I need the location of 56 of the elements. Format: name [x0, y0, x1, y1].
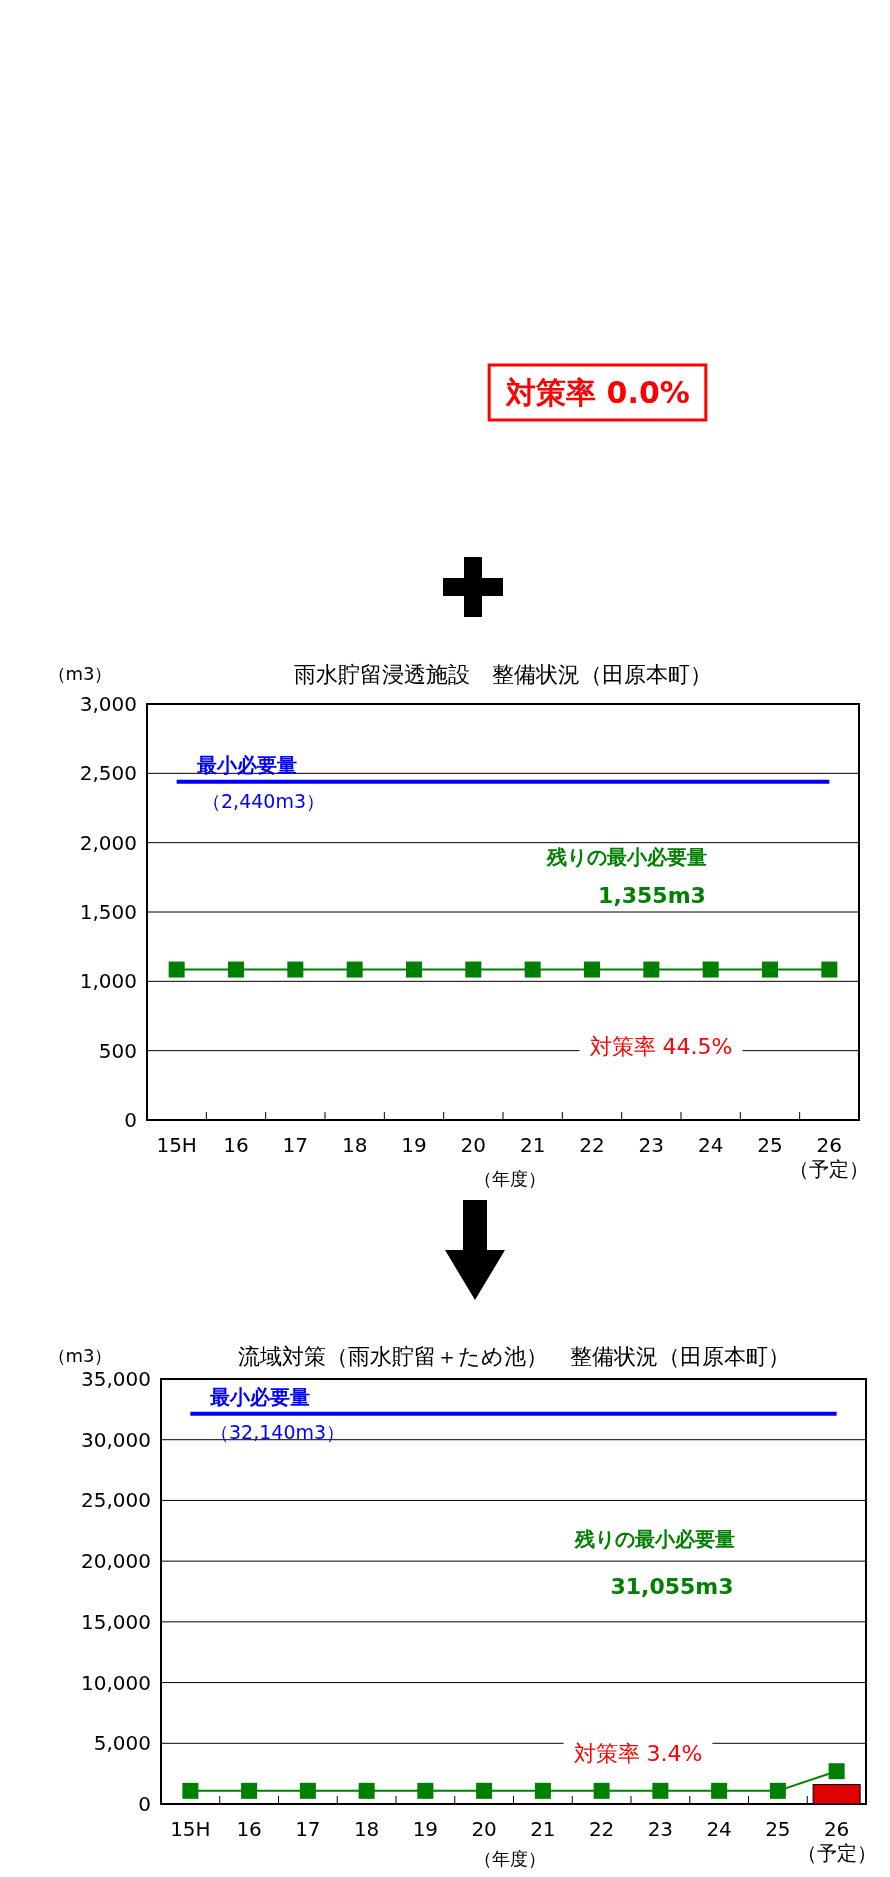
x-tick-label: 20 [460, 1133, 487, 1157]
x-tick-label: 20 [471, 1817, 497, 1841]
annotation: （2,440m3） [202, 790, 325, 812]
x-tick-label: 15H [156, 1133, 197, 1157]
y-tick-label: 1,000 [79, 969, 137, 994]
y-tick-label: 2,500 [79, 761, 137, 786]
y-tick-label: 0 [138, 1792, 151, 1816]
text: 対策率 0.0% [505, 375, 690, 410]
y-tick-label: 3,000 [79, 692, 137, 716]
x-tick-label: 18 [341, 1133, 368, 1157]
x-tick-label: 26 （予定） [796, 1817, 877, 1865]
x-tick-label: 16 [236, 1817, 262, 1841]
annotation: 対策率 3.4% [573, 1741, 703, 1766]
x-tick-label: 23 [647, 1817, 674, 1841]
y-tick-label: 30,000 [81, 1427, 151, 1452]
x-tick-label: 18 [353, 1817, 380, 1841]
y-axis-title: （m3） [47, 1345, 113, 1366]
y-tick-label: 15,000 [81, 1609, 151, 1634]
x-tick-label: 21 [530, 1817, 556, 1841]
x-axis-title: （年度） [474, 1168, 546, 1189]
y-tick-label: 20,000 [81, 1549, 151, 1574]
y-tick-label: 1,500 [79, 900, 137, 924]
annotation: 残りの最小必要量 [574, 1527, 735, 1551]
x-tick-label: 26 （予定） [789, 1133, 870, 1181]
x-tick-label: 24 [697, 1133, 724, 1157]
ref-line-label: 最小必要量 [195, 752, 297, 777]
x-tick-label: 15H [170, 1817, 211, 1841]
x-tick-label: 17 [295, 1817, 321, 1841]
x-tick-label: 17 [282, 1133, 309, 1157]
x-tick-label: 25 [757, 1133, 783, 1157]
x-axis-title: （年度） [474, 1848, 546, 1869]
x-tick-label: 19 [401, 1133, 427, 1157]
chart-title: 雨水貯留浸透施設 整備状況（田原本町） [294, 662, 712, 687]
x-tick-label: 23 [638, 1133, 665, 1157]
x-tick-label: 22 [588, 1817, 615, 1841]
y-tick-label: 0 [124, 1108, 137, 1132]
y-tick-label: 5,000 [93, 1731, 151, 1756]
y-axis-title: （m3） [47, 663, 113, 684]
annotation: （32,140m3） [210, 1421, 346, 1443]
ref-line-label: 最小必要量 [209, 1384, 311, 1409]
annotation: 1,355m3 [598, 883, 706, 908]
x-tick-label: 16 [223, 1133, 249, 1157]
annotation: 残りの最小必要量 [546, 845, 707, 869]
x-tick-label: 19 [412, 1817, 439, 1841]
x-tick-label: 25 [765, 1817, 791, 1841]
y-tick-label: 35,000 [81, 1367, 151, 1391]
x-tick-label: 21 [519, 1133, 546, 1157]
y-tick-label: 10,000 [81, 1670, 151, 1695]
y-tick-label: 2,000 [79, 830, 137, 855]
x-tick-label: 24 [706, 1817, 732, 1841]
annotation: 31,055m3 [610, 1574, 734, 1599]
x-tick-label: 22 [579, 1133, 605, 1157]
chart-title: 流域対策（雨水貯留＋ため池） 整備状況（田原本町） [237, 1344, 790, 1369]
annotation: 対策率 44.5% [589, 1034, 733, 1059]
y-tick-label: 25,000 [81, 1488, 151, 1513]
y-tick-label: 500 [98, 1038, 137, 1063]
